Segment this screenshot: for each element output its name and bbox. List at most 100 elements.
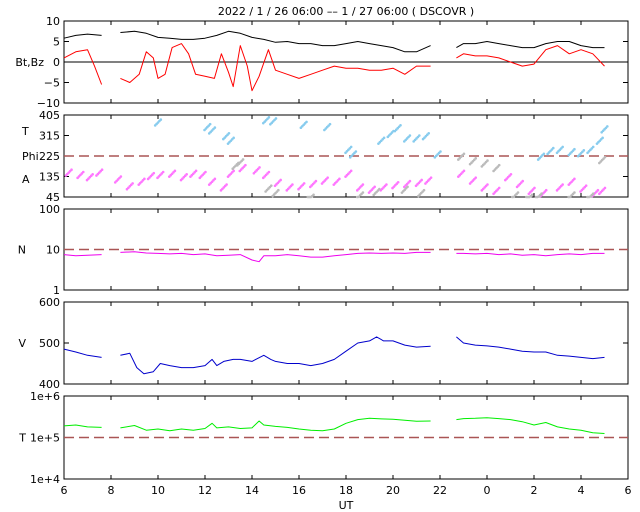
phi-point — [100, 168, 104, 172]
phi-point — [338, 177, 341, 181]
phi-point — [584, 184, 588, 187]
theta-point — [601, 136, 604, 140]
phi_gray-point — [497, 163, 501, 167]
angles-ytick-label: 135 — [39, 171, 60, 184]
phi-point — [204, 170, 207, 174]
phi-point — [326, 176, 329, 179]
phi_gray-point — [474, 157, 478, 160]
phi_gray-point — [573, 191, 576, 194]
phi_gray-point — [486, 159, 489, 162]
theta-point — [418, 134, 421, 137]
x-tick-label: 16 — [292, 484, 306, 497]
temperature-line — [63, 417, 605, 434]
mag-ytick-label: 0 — [53, 56, 60, 69]
density-ylabel: N — [18, 244, 26, 257]
phi-point — [143, 177, 146, 181]
angles-ylabel-phi: Phi — [22, 150, 39, 163]
mag-ytick-label: 5 — [53, 36, 60, 49]
x-tick-label: 0 — [484, 484, 491, 497]
phi_gray-point — [406, 185, 409, 189]
x-tick-label: 22 — [433, 484, 447, 497]
x-axis-label: UT — [339, 499, 354, 512]
theta-point — [328, 122, 332, 126]
mag-ytick-label: −10 — [37, 97, 60, 110]
speed-ylabel: V — [18, 337, 26, 350]
speed-ytick-label: 500 — [39, 337, 60, 350]
phi_gray-point — [591, 192, 595, 195]
x-tick-label: 2 — [531, 484, 538, 497]
x-tick-label: 14 — [245, 484, 259, 497]
phi-point — [561, 183, 564, 186]
phi-point — [213, 177, 217, 181]
theta-point — [274, 117, 278, 120]
phi_gray-point — [516, 191, 520, 194]
phi_gray-point — [540, 192, 543, 195]
speed-ytick-label: 600 — [39, 296, 60, 309]
x-tick-label: 8 — [108, 484, 115, 497]
temperature-ytick-label: 1e+4 — [30, 473, 60, 486]
theta-point — [349, 145, 353, 149]
x-tick-label: 4 — [578, 484, 585, 497]
theta-point — [354, 150, 358, 153]
phi-point — [349, 169, 353, 173]
phi-point — [596, 188, 600, 192]
phi-point — [474, 176, 478, 179]
theta-point — [573, 147, 576, 151]
mag-ylabel: Bt,Bz — [15, 56, 44, 69]
mag-ytick-label: −5 — [44, 77, 60, 90]
phi-point — [194, 169, 198, 173]
theta-point — [232, 136, 235, 140]
theta-point — [267, 116, 271, 119]
phi-point — [603, 186, 607, 190]
theta-point — [439, 150, 442, 153]
theta-point — [591, 145, 595, 149]
theta-point — [551, 146, 555, 150]
phi-point — [314, 179, 318, 183]
theta-point — [213, 126, 217, 129]
phi-point — [267, 170, 271, 174]
phi-point — [119, 175, 123, 178]
theta-point — [208, 122, 212, 126]
phi-point — [497, 186, 501, 190]
phi-point — [152, 171, 156, 175]
theta-point — [227, 131, 231, 135]
phi-point — [225, 183, 228, 186]
phi_gray-point — [361, 191, 365, 194]
temperature-ytick-label: 1e+6 — [30, 390, 60, 403]
phi-point — [486, 183, 489, 186]
phi_gray-point — [530, 193, 534, 197]
theta-series — [153, 116, 609, 161]
phi_gray-point — [378, 187, 381, 191]
angles-ylabel-t: T — [21, 125, 29, 138]
phi-point — [533, 186, 536, 190]
theta-point — [305, 120, 308, 124]
speed-ytick-label: 400 — [39, 378, 60, 391]
phi_gray-point — [603, 155, 607, 159]
x-tick-label: 6 — [625, 484, 632, 497]
mag-panel: 10 5 0 −5 −10 Bt,Bz — [15, 15, 629, 110]
phi-point — [279, 178, 282, 182]
phi-point — [385, 183, 388, 186]
phi-point — [509, 172, 513, 176]
density-ytick-label: 10 — [46, 244, 60, 257]
theta-point — [427, 131, 431, 135]
x-tick-label: 6 — [61, 484, 68, 497]
phi_gray-point — [312, 193, 315, 197]
phi-point — [373, 185, 376, 189]
theta-point — [542, 152, 546, 156]
x-tick-label: 18 — [339, 484, 353, 497]
temperature-panel: 1e+6 1e+5 1e+4 T — [18, 390, 629, 486]
temperature-ylabel: T — [18, 432, 26, 445]
phi-point — [70, 168, 73, 172]
phi-point — [361, 183, 365, 186]
density-line — [63, 251, 605, 263]
phi_gray-point — [277, 188, 280, 192]
angles-ylabel-a: A — [22, 173, 30, 186]
phi-point — [408, 179, 412, 183]
phi-point — [396, 180, 400, 184]
angles-ytick-label: 45 — [46, 191, 60, 204]
theta-point — [159, 118, 163, 121]
angles-ytick-label: 225 — [39, 150, 60, 163]
bz-line — [63, 43, 605, 92]
